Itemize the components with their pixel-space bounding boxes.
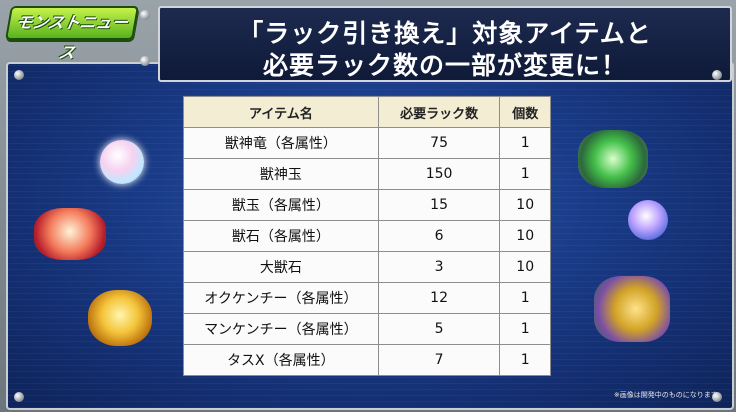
column-header-quantity: 個数 — [499, 96, 551, 128]
red-dragon-icon — [34, 208, 106, 260]
quantity-cell: 1 — [499, 282, 551, 314]
table-row: 獣玉（各属性） 15 10 — [183, 189, 551, 221]
table-row: 獣神竜（各属性） 75 1 — [183, 127, 551, 159]
monst-news-logo: モンストニュース — [5, 6, 139, 62]
required-luck-cell: 5 — [377, 313, 501, 345]
bolt-icon — [140, 56, 150, 66]
quantity-cell: 10 — [499, 251, 551, 283]
table-row: タスX（各属性） 7 1 — [183, 344, 551, 376]
bolt-icon — [140, 10, 150, 20]
gold-gem-icon — [88, 290, 152, 346]
bolt-icon — [14, 70, 24, 80]
title-line-1: 「ラック引き換え」対象アイテムと — [238, 19, 652, 48]
quantity-cell: 1 — [499, 313, 551, 345]
table-row: マンケンチー（各属性） 5 1 — [183, 313, 551, 345]
quantity-cell: 1 — [499, 344, 551, 376]
luck-exchange-table: アイテム名 必要ラック数 個数 獣神竜（各属性） 75 1 獣神玉 150 1 … — [183, 96, 551, 376]
item-name-cell: 獣神竜（各属性） — [183, 127, 379, 159]
column-header-item-name: アイテム名 — [183, 96, 379, 128]
required-luck-cell: 12 — [377, 282, 501, 314]
table-row: 獣石（各属性） 6 10 — [183, 220, 551, 252]
required-luck-cell: 7 — [377, 344, 501, 376]
required-luck-cell: 6 — [377, 220, 501, 252]
quantity-cell: 1 — [499, 127, 551, 159]
required-luck-cell: 15 — [377, 189, 501, 221]
item-name-cell: オクケンチー（各属性） — [183, 282, 379, 314]
rainbow-orb-icon — [100, 140, 144, 184]
bolt-icon — [14, 392, 24, 402]
column-header-required-luck: 必要ラック数 — [377, 96, 501, 128]
item-name-cell: 獣玉（各属性） — [183, 189, 379, 221]
quantity-cell: 10 — [499, 220, 551, 252]
item-name-cell: 大獣石 — [183, 251, 379, 283]
table-row: 大獣石 3 10 — [183, 251, 551, 283]
tasx-character-icon — [594, 276, 670, 342]
green-gem-icon — [578, 130, 648, 188]
item-name-cell: タスX（各属性） — [183, 344, 379, 376]
table-row: 獣神玉 150 1 — [183, 158, 551, 190]
table-row: オクケンチー（各属性） 12 1 — [183, 282, 551, 314]
required-luck-cell: 3 — [377, 251, 501, 283]
bolt-icon — [712, 70, 722, 80]
bolt-icon — [712, 392, 722, 402]
required-luck-cell: 150 — [377, 158, 501, 190]
quantity-cell: 1 — [499, 158, 551, 190]
required-luck-cell: 75 — [377, 127, 501, 159]
development-note: ※画像は開発中のものになります。 — [613, 391, 724, 399]
logo-text: モンストニュース — [14, 13, 130, 62]
table-header-row: アイテム名 必要ラック数 個数 — [183, 96, 551, 128]
item-name-cell: マンケンチー（各属性） — [183, 313, 379, 345]
purple-orb-icon — [628, 200, 668, 240]
title-banner: 「ラック引き換え」対象アイテムと 必要ラック数の一部が変更に！ — [158, 6, 732, 82]
item-name-cell: 獣石（各属性） — [183, 220, 379, 252]
quantity-cell: 10 — [499, 189, 551, 221]
item-name-cell: 獣神玉 — [183, 158, 379, 190]
title-line-2: 必要ラック数の一部が変更に！ — [262, 51, 627, 80]
